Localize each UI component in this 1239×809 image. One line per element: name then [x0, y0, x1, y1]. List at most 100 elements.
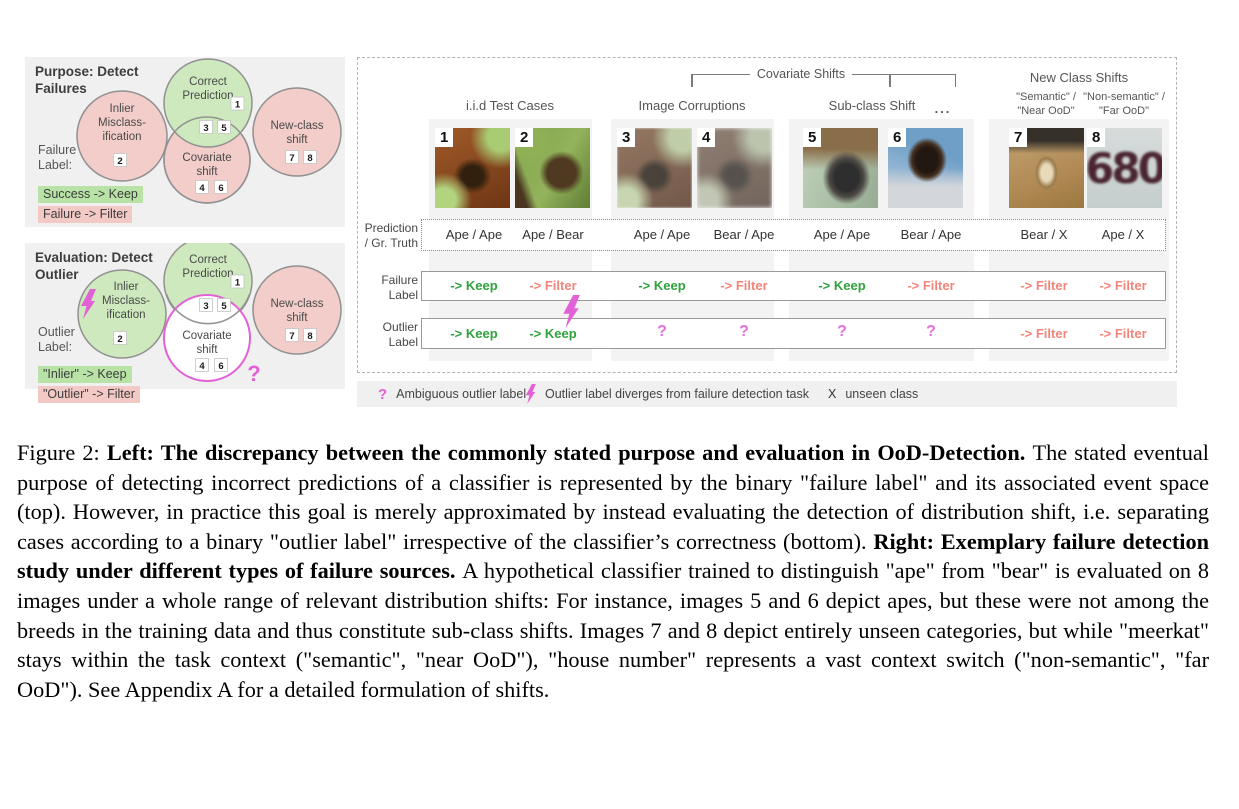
badge-8: 8 — [303, 328, 317, 342]
house-number-digits: 680 — [1087, 143, 1162, 193]
svg-text:1: 1 — [235, 278, 241, 289]
covariate-shift-circle — [163, 294, 251, 382]
caption-left-bold: Left: The discrepancy between the common… — [106, 440, 1033, 465]
subheader-nonsemantic-far-ood: "Non-semantic" / "Far OoD" — [1083, 91, 1165, 117]
svg-text:ification: ification — [107, 309, 146, 321]
right-panel: Covariate Shifts i.i.d Test Cases Image … — [357, 57, 1177, 373]
purpose-title-line2: Failures — [35, 80, 87, 96]
lightning-bolt-icon — [563, 295, 580, 328]
prediction-cell-1: Ape / Ape — [445, 227, 503, 242]
svg-text:Covariate: Covariate — [182, 152, 231, 164]
failure-cell-7: -> Filter — [1020, 278, 1068, 293]
legend-ambiguous: ? Ambiguous outlier label — [378, 385, 527, 403]
svg-text:5: 5 — [221, 123, 227, 134]
failure-filter-badge: Failure -> Filter — [38, 206, 133, 223]
caption-right-bold: Right: Exemplary failure detection study… — [17, 528, 1210, 584]
correct-circle-lower-arc — [165, 294, 251, 325]
badge-1: 1 — [230, 274, 245, 289]
svg-text:shift: shift — [286, 312, 308, 324]
header-ellipsis: ... — [934, 101, 952, 116]
prediction-cell-8: Ape / X — [1101, 227, 1145, 242]
lightning-bolt-icon — [525, 384, 536, 404]
failure-row-label: Failure Label — [381, 273, 418, 302]
failure-cell-6: -> Filter — [907, 278, 955, 293]
svg-text:6: 6 — [218, 361, 223, 372]
test-image-8: 680 8 — [1087, 128, 1162, 208]
purpose-venn-diagram: Inlier Misclass- ification Correct Predi… — [76, 58, 342, 204]
badge-1: 1 — [230, 96, 245, 111]
inlier-misclassification-circle — [76, 90, 168, 182]
legend-unseen-class: X unseen class — [828, 387, 919, 401]
svg-text:Misclass-: Misclass- — [98, 117, 146, 129]
outlier-cell-7: -> Filter — [1020, 325, 1068, 341]
failure-label-row: -> Keep -> Filter -> Keep -> Filter -> K… — [421, 271, 1166, 301]
covariate-shifts-label: Covariate Shifts — [749, 67, 853, 81]
badge-6: 6 — [214, 358, 228, 372]
caption-left-body: The stated eventual purpose of detecting… — [17, 440, 1209, 554]
svg-text:Covariate: Covariate — [182, 330, 231, 342]
svg-text:4: 4 — [199, 361, 205, 372]
prediction-cell-2: Ape / Bear — [522, 227, 584, 242]
outlier-label-caption: Outlier Label: — [38, 325, 75, 354]
svg-text:shift: shift — [286, 134, 308, 146]
badge-4: 4 — [195, 180, 209, 194]
outlier-cell-2: -> Keep — [529, 325, 577, 341]
legend-diverges: Outlier label diverges from failure dete… — [525, 381, 809, 407]
svg-text:New-class: New-class — [270, 120, 323, 132]
prediction-cell-5: Ape / Ape — [813, 227, 871, 242]
figure-caption: Figure 2: Left: The discrepancy between … — [17, 438, 1209, 704]
test-image-2: 2 — [515, 128, 590, 208]
svg-text:Correct: Correct — [189, 76, 228, 88]
outlier-cell-3: ? — [657, 322, 667, 340]
svg-text:shift: shift — [196, 344, 218, 356]
svg-text:3: 3 — [203, 123, 208, 134]
evaluation-title-line2: Outlier — [35, 266, 79, 282]
prediction-cell-4: Bear / Ape — [713, 227, 775, 242]
header-new-class-shifts: New Class Shifts — [1029, 70, 1129, 85]
svg-text:Prediction: Prediction — [182, 268, 233, 280]
evaluation-title-line1: Evaluation: Detect — [35, 250, 153, 265]
svg-text:7: 7 — [289, 153, 294, 164]
header-subclass-shift: Sub-class Shift — [828, 98, 916, 113]
success-keep-badge: Success -> Keep — [38, 186, 143, 203]
badge-2: 2 — [113, 153, 127, 167]
failure-cell-1: -> Keep — [450, 278, 498, 293]
badge-7: 7 — [285, 150, 299, 164]
bracket-right-drop — [954, 73, 956, 87]
unseen-class-x-icon: X — [828, 387, 837, 401]
svg-text:5: 5 — [221, 301, 227, 312]
covariate-shift-circle-outline — [163, 116, 251, 204]
svg-text:shift: shift — [196, 166, 218, 178]
inlier-keep-badge: "Inlier" -> Keep — [38, 366, 132, 383]
svg-text:Correct: Correct — [189, 254, 228, 266]
test-image-6: 6 — [888, 128, 963, 208]
failure-cell-4: -> Filter — [720, 278, 768, 293]
question-mark-icon: ? — [247, 361, 260, 386]
svg-text:2: 2 — [117, 334, 122, 345]
prediction-row: Ape / Ape Ape / Bear Ape / Ape Bear / Ap… — [421, 219, 1166, 251]
prediction-cell-6: Bear / Ape — [900, 227, 962, 242]
failure-cell-5: -> Keep — [818, 278, 866, 293]
evaluation-panel-title: Evaluation: Detect Outlier — [35, 250, 153, 283]
header-iid-test-cases: i.i.d Test Cases — [466, 98, 554, 113]
svg-text:8: 8 — [307, 331, 312, 342]
badge-3: 3 — [199, 298, 213, 312]
outlier-cell-5: ? — [837, 322, 847, 340]
prediction-cell-7: Bear / X — [1020, 227, 1068, 242]
test-image-3: 3 — [617, 128, 692, 208]
svg-text:4: 4 — [199, 183, 205, 194]
bracket-left-drop — [691, 73, 693, 87]
evaluation-venn-diagram: Inlier Misclass- ification Correct Predi… — [77, 243, 342, 386]
test-image-4: 4 — [697, 128, 772, 208]
badge-3: 3 — [199, 120, 213, 134]
caption-right-body: A hypothetical classifier trained to dis… — [17, 558, 1209, 702]
caption-figure-number: Figure 2: — [17, 440, 107, 465]
outlier-row-label: Outlier Label — [382, 320, 418, 349]
badge-8: 8 — [303, 150, 317, 164]
svg-text:6: 6 — [218, 183, 223, 194]
badge-2: 2 — [113, 331, 127, 345]
purpose-panel: Purpose: Detect Failures Inlier Misclass… — [25, 57, 345, 227]
question-mark-icon: ? — [378, 385, 388, 403]
svg-text:Inlier: Inlier — [110, 103, 135, 115]
badge-4: 4 — [195, 358, 209, 372]
